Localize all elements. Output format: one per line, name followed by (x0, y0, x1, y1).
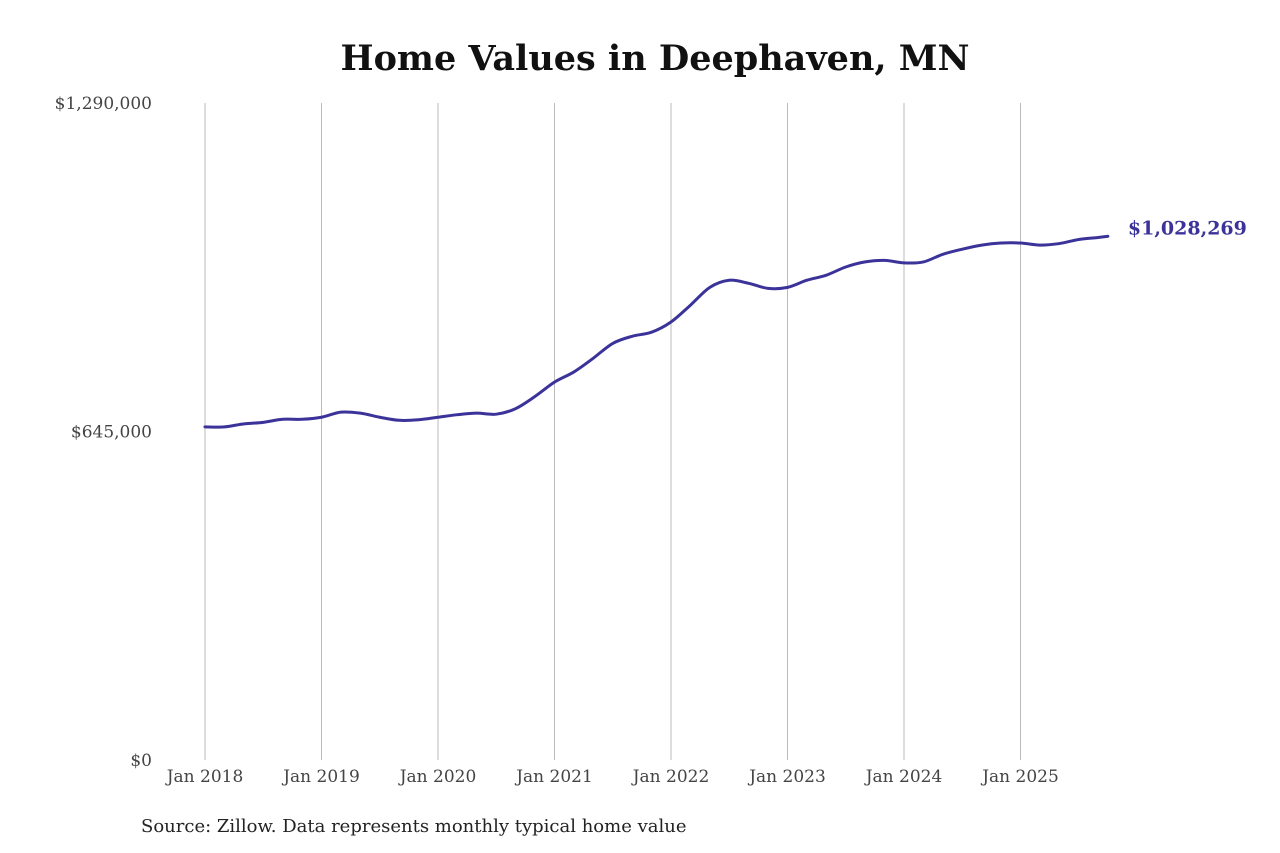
x-tick-label: Jan 2020 (398, 767, 477, 787)
x-tick-label: Jan 2023 (747, 767, 826, 787)
x-tick-label: Jan 2018 (165, 767, 244, 787)
y-tick-label: $645,000 (71, 423, 152, 443)
y-tick-label: $0 (130, 751, 152, 771)
chart-title: Home Values in Deephaven, MN (340, 38, 970, 79)
y-tick-label: $1,290,000 (55, 94, 152, 114)
source-note: Source: Zillow. Data represents monthly … (141, 816, 687, 837)
end-value-label: $1,028,269 (1128, 217, 1247, 239)
series-line (203, 234, 1110, 429)
x-tick-label: Jan 2025 (980, 767, 1059, 787)
x-tick-label: Jan 2021 (514, 767, 593, 787)
x-tick-label: Jan 2024 (864, 767, 943, 787)
x-tick-label: Jan 2019 (281, 767, 360, 787)
x-tick-label: Jan 2022 (631, 767, 710, 787)
